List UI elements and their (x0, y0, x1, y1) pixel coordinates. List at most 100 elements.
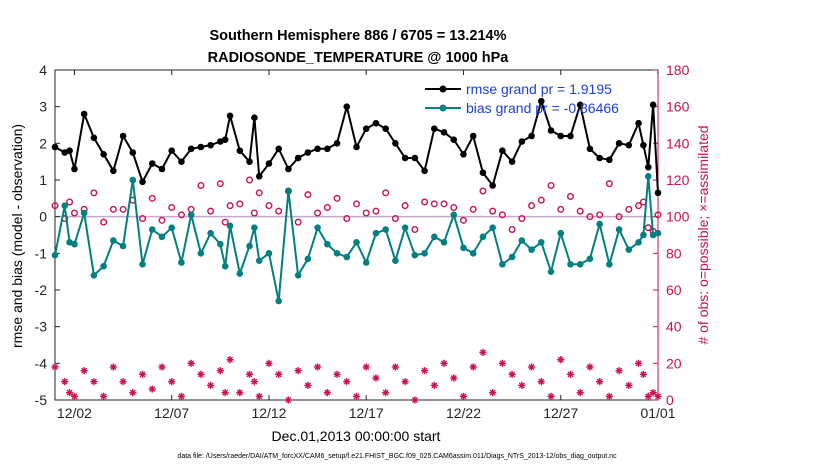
rmse-point (324, 145, 331, 153)
asterisk-stroke (640, 371, 647, 378)
rmse-point (255, 173, 263, 180)
assimilated-point (294, 367, 302, 375)
bias-point (178, 259, 185, 266)
bias-point (528, 246, 535, 253)
rmse-point (635, 119, 642, 127)
asterisk-stroke (392, 363, 399, 371)
asterisk-stroke (596, 378, 603, 385)
asterisk-stroke (178, 393, 185, 400)
bias-point (148, 226, 156, 233)
possible-point (66, 198, 74, 206)
possible-point (547, 181, 555, 189)
rmse-point (421, 167, 428, 175)
asterisk-stroke (334, 371, 341, 378)
asterisk-stroke (470, 363, 477, 371)
assimilated-point (566, 370, 575, 378)
asterisk-stroke (567, 371, 574, 378)
rmse-point (537, 97, 545, 105)
assimilated-point (221, 389, 229, 397)
possible-point (275, 207, 283, 215)
bias-point (90, 272, 98, 279)
possible-point (605, 180, 613, 188)
asterisk-stroke (586, 363, 593, 371)
asterisk-stroke (100, 393, 107, 400)
assimilated-point (469, 363, 477, 371)
rmse-point (615, 140, 623, 147)
asterisk-stroke (120, 378, 127, 385)
assimilated-point (275, 370, 283, 378)
assimilated-point (333, 370, 341, 378)
assimilated-point (70, 392, 79, 400)
bias-point (431, 233, 438, 241)
assimilated-point (644, 392, 652, 400)
rmse-point (450, 136, 458, 143)
possible-point (421, 198, 429, 206)
bias-point (71, 240, 78, 248)
assimilated-point (527, 363, 536, 371)
x-tick-label: 12/22 (446, 405, 481, 421)
bias-point (518, 237, 526, 244)
possible-point (177, 211, 185, 219)
bias-point (51, 251, 59, 259)
rmse-point (547, 127, 555, 134)
bias-point (596, 220, 603, 228)
assimilated-point (605, 392, 613, 400)
rmse-point (178, 158, 185, 165)
bias-point (110, 237, 117, 244)
bias-point (187, 211, 195, 219)
assimilated-point (65, 389, 74, 397)
assimilated-point (148, 385, 156, 393)
rmse-point (411, 154, 419, 162)
x-tick-label: 01/01 (640, 405, 675, 421)
bias-point (640, 231, 647, 239)
assimilated-point (576, 389, 584, 397)
rmse-point (80, 110, 88, 118)
y-axis-label-right: # of obs: o=possible; ×=assimilated (695, 125, 711, 344)
rmse-point (528, 132, 535, 140)
assimilated-point (138, 370, 147, 378)
possible-point (236, 200, 244, 208)
assimilated-point (313, 363, 322, 371)
assimilated-point (207, 381, 215, 389)
series-rmse (51, 97, 662, 197)
bias-point (236, 270, 244, 277)
asterisk-stroke (421, 367, 428, 374)
assimilated-point (197, 370, 205, 378)
bias-point (576, 261, 584, 268)
assimilated-point (634, 359, 643, 367)
bias-point (129, 176, 137, 184)
legend: rmse grand pr = 1.9195 bias grand pr = -… (425, 81, 619, 116)
rmse-point (90, 134, 98, 142)
asterisk-stroke (577, 389, 584, 396)
possible-point (537, 196, 545, 204)
rmse-point (353, 143, 360, 151)
bias-point (246, 242, 253, 250)
asterisk-stroke (518, 382, 525, 389)
bias-point (421, 250, 428, 257)
asterisk-stroke (304, 382, 311, 389)
bias-point (61, 202, 69, 209)
asterisk-stroke (139, 371, 146, 378)
asterisk-stroke (314, 363, 321, 371)
rmse-point (460, 151, 467, 158)
bias-point (333, 250, 341, 257)
possible-point (401, 202, 409, 210)
bias-point (557, 229, 565, 237)
possible-point (197, 181, 205, 189)
rmse-point (508, 158, 516, 165)
asterisk-stroke (61, 378, 68, 385)
bias-point (168, 224, 176, 231)
bias-point (567, 261, 574, 268)
rmse-point (226, 112, 234, 120)
bias-point (324, 240, 331, 248)
left-tick-label: -3 (35, 319, 48, 335)
assimilated-point (557, 356, 565, 364)
bias-point (372, 229, 380, 237)
assimilated-point (226, 356, 234, 364)
possible-point (314, 209, 322, 217)
asterisk-stroke (557, 356, 564, 363)
possible-point (70, 209, 78, 217)
assimilated-point (177, 392, 186, 400)
assimilated-point (323, 389, 331, 397)
bias-point (644, 173, 652, 180)
